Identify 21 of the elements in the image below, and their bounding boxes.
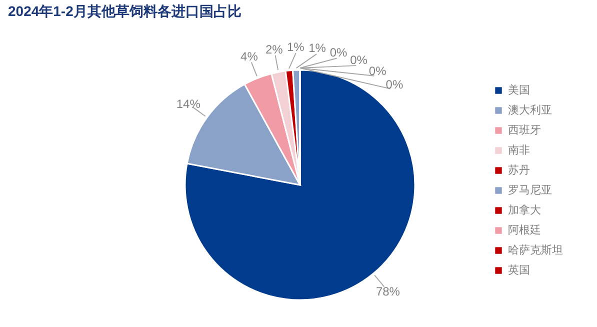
legend-label: 哈萨克斯坦 — [508, 244, 563, 256]
legend-label: 美国 — [508, 84, 530, 96]
text: 0% — [386, 77, 404, 92]
legend-label: 澳大利亚 — [508, 104, 552, 116]
text: 0% — [368, 64, 386, 78]
data-label: 2% — [265, 42, 284, 56]
data-label: 14% — [176, 96, 201, 111]
legend-label: 罗马尼亚 — [508, 184, 552, 196]
chart-title: 2024年1-2月其他草饲料各进口国占比 — [8, 3, 242, 20]
data-label: 1% — [286, 40, 305, 54]
data-label: 1% — [308, 41, 326, 56]
legend-label: 西班牙 — [508, 124, 541, 136]
text: 0% — [330, 45, 348, 60]
legend-label: 苏丹 — [508, 164, 530, 176]
text: 0% — [350, 53, 368, 68]
legend-label: 加拿大 — [508, 204, 541, 216]
legend-label: 南非 — [508, 144, 530, 156]
legend-label: 阿根廷 — [508, 224, 541, 236]
data-label: 78% — [376, 284, 400, 298]
data-label: 4% — [240, 50, 258, 64]
legend-label: 英国 — [508, 264, 530, 276]
